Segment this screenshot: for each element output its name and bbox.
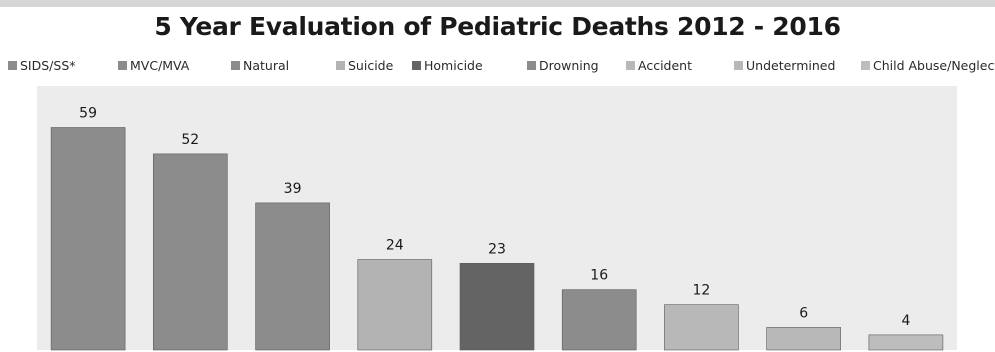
legend-item: Drowning bbox=[527, 58, 599, 73]
legend-item: Child Abuse/Neglect bbox=[861, 58, 995, 73]
legend-label: MVC/MVA bbox=[130, 58, 190, 73]
data-label: 59 bbox=[79, 106, 97, 122]
bar bbox=[561, 289, 637, 351]
data-label: 6 bbox=[799, 305, 808, 321]
bar bbox=[153, 153, 228, 351]
legend-item: Suicide bbox=[336, 58, 393, 73]
data-label: 12 bbox=[692, 283, 710, 299]
legend-swatch bbox=[412, 61, 421, 70]
legend-swatch bbox=[626, 61, 635, 70]
legend-label: Drowning bbox=[539, 58, 599, 73]
legend-label: Child Abuse/Neglect bbox=[873, 58, 995, 73]
bar bbox=[868, 334, 944, 351]
legend-item: Undetermined bbox=[734, 58, 835, 73]
data-label: 16 bbox=[590, 268, 608, 284]
legend-item: Natural bbox=[231, 58, 289, 73]
data-label: 24 bbox=[386, 238, 404, 254]
data-label: 4 bbox=[901, 313, 910, 329]
legend-label: Natural bbox=[243, 58, 290, 73]
legend-swatch bbox=[527, 61, 536, 70]
legend-swatch bbox=[734, 61, 743, 70]
bar bbox=[766, 327, 842, 351]
legend-label: Accident bbox=[638, 58, 692, 73]
legend-item: Homicide bbox=[412, 58, 483, 73]
legend-swatch bbox=[861, 61, 870, 70]
legend-swatch bbox=[336, 61, 345, 70]
legend-item: MVC/MVA bbox=[118, 58, 189, 73]
bar bbox=[357, 259, 433, 351]
legend-label: Undetermined bbox=[746, 58, 836, 73]
legend-label: Homicide bbox=[424, 58, 483, 73]
legend-swatch bbox=[231, 61, 240, 70]
legend: SIDS/SS* MVC/MVA Natural Suicide Homicide Dro… bbox=[8, 58, 995, 78]
legend-swatch bbox=[8, 61, 17, 70]
legend-item: Accident bbox=[626, 58, 692, 73]
bar bbox=[664, 304, 739, 351]
legend-label: SIDS/SS* bbox=[20, 58, 76, 73]
legend-item: SIDS/SS* bbox=[8, 58, 76, 73]
bar bbox=[50, 127, 126, 351]
bar bbox=[459, 262, 535, 351]
top-border-strip bbox=[0, 0, 995, 7]
legend-label: Suicide bbox=[348, 58, 394, 73]
data-label: 23 bbox=[488, 241, 506, 257]
data-label: 39 bbox=[284, 181, 302, 197]
bar bbox=[255, 202, 330, 351]
data-label: 52 bbox=[181, 132, 199, 148]
legend-swatch bbox=[118, 61, 127, 70]
chart-title: 5 Year Evaluation of Pediatric Deaths 20… bbox=[154, 12, 841, 41]
